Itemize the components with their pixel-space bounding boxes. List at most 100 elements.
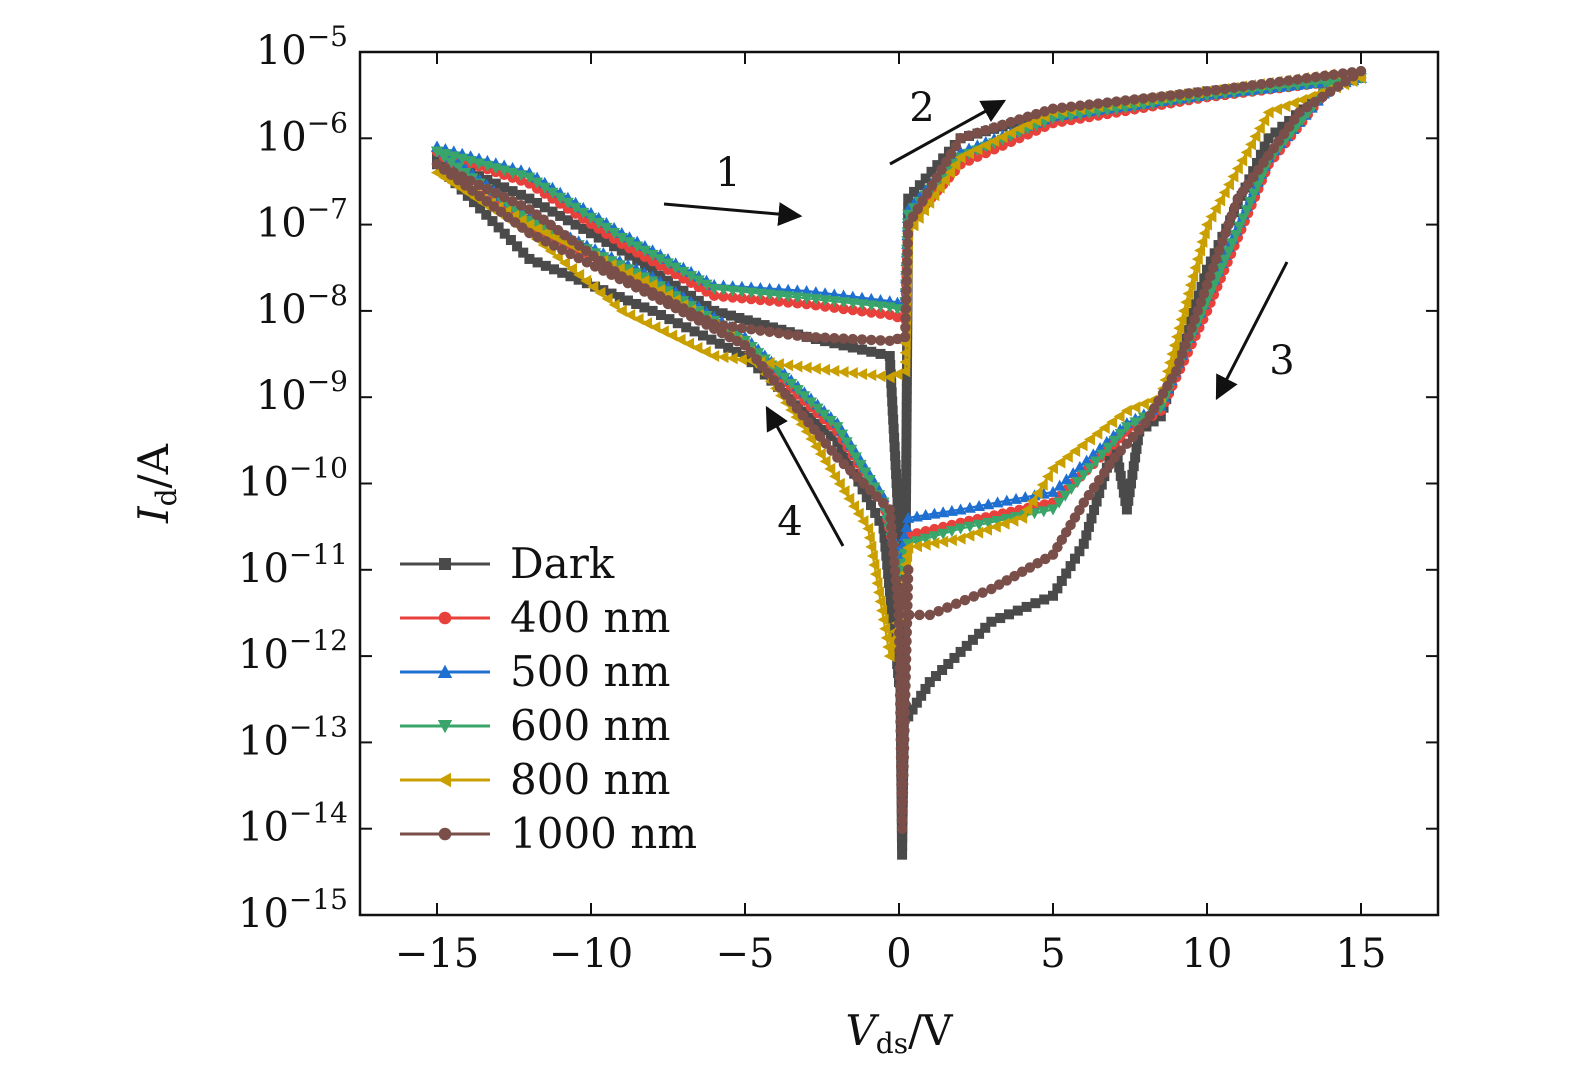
data-point: [814, 447, 826, 460]
data-point: [616, 245, 627, 256]
data-point: [838, 485, 850, 498]
data-point: [926, 180, 938, 191]
data-point: [920, 173, 931, 184]
data-point: [1065, 101, 1077, 112]
data-point: [1183, 331, 1194, 342]
plot-area: [431, 65, 1367, 860]
sweep-step-label: 1: [715, 150, 740, 196]
direction-arrow: [1215, 261, 1289, 401]
y-tick-label: 10−12: [238, 624, 348, 678]
data-point: [989, 520, 1001, 533]
data-point: [1193, 290, 1204, 301]
data-point: [1130, 452, 1141, 463]
data-point: [986, 616, 997, 627]
data-point: [739, 339, 751, 351]
data-point: [837, 297, 850, 309]
data-point: [857, 515, 869, 528]
data-point: [718, 291, 729, 302]
axis-ticks: −15 −10 −5 0 5 10 15 10−5 10−6 10−7 10−8 10−9 10−10 1…: [238, 20, 1438, 977]
data-point: [950, 598, 962, 610]
data-point: [819, 301, 831, 312]
data-point: [832, 452, 843, 463]
data-point: [1132, 435, 1143, 446]
legend-swatch-marker: [438, 827, 452, 841]
data-point: [751, 317, 762, 328]
data-point: [1111, 96, 1122, 107]
data-point: [717, 308, 728, 319]
data-point: [909, 186, 920, 197]
y-axis-label: Id/A: [129, 443, 183, 524]
data-point: [982, 498, 995, 510]
data-point: [1227, 170, 1239, 183]
data-point: [883, 568, 894, 579]
data-point: [1219, 254, 1232, 266]
data-point: [1012, 605, 1023, 616]
data-point: [863, 531, 875, 544]
data-point: [973, 519, 986, 531]
data-point: [708, 290, 720, 301]
data-point: [866, 334, 877, 346]
data-point: [869, 568, 881, 581]
data-point: [561, 197, 574, 209]
data-point: [1115, 470, 1126, 481]
data-point: [1121, 504, 1132, 515]
data-point: [897, 787, 909, 799]
data-point: [1148, 416, 1159, 427]
data-point: [949, 652, 960, 663]
data-point: [1048, 590, 1058, 601]
y-tick-label: 10−14: [238, 797, 348, 851]
data-point: [1255, 149, 1266, 160]
data-point: [912, 211, 924, 224]
data-point: [819, 424, 830, 435]
data-point: [782, 359, 794, 372]
data-point: [901, 609, 913, 620]
data-point: [891, 649, 902, 660]
data-point: [902, 219, 914, 230]
data-point: [847, 333, 859, 345]
data-point: [838, 340, 849, 351]
data-point: [861, 492, 872, 503]
data-point: [829, 470, 841, 483]
data-point: [622, 277, 634, 289]
data-point: [1054, 456, 1066, 469]
data-point: [923, 196, 935, 209]
data-point: [614, 273, 625, 285]
data-point: [859, 467, 872, 479]
data-point: [1271, 103, 1282, 116]
data-point: [945, 148, 957, 160]
data-point: [431, 146, 443, 158]
data-point: [1081, 530, 1092, 541]
data-point: [900, 312, 911, 324]
data-point: [646, 249, 659, 261]
data-point: [980, 147, 992, 159]
data-point: [601, 236, 612, 247]
data-point: [1340, 76, 1351, 87]
data-point: [891, 478, 902, 489]
data-point: [468, 197, 479, 208]
data-point: [1229, 230, 1242, 242]
data-point: [961, 640, 972, 651]
data-point: [1348, 71, 1359, 82]
data-point: [1262, 106, 1274, 119]
data-point: [565, 248, 576, 260]
data-point: [880, 541, 891, 552]
data-point: [669, 262, 682, 274]
data-point: [819, 332, 831, 344]
data-point: [954, 151, 966, 164]
data-point: [899, 725, 910, 736]
data-point: [615, 232, 628, 244]
data-point: [1201, 279, 1213, 291]
data-point: [900, 303, 912, 315]
data-point: [598, 265, 609, 276]
data-point: [912, 203, 924, 215]
data-point: [901, 635, 912, 647]
data-point: [797, 410, 808, 421]
data-point: [685, 271, 698, 283]
legend-label: 600 nm: [510, 701, 670, 750]
data-point: [523, 218, 535, 231]
data-point: [531, 222, 543, 235]
data-point: [881, 550, 892, 561]
data-point: [581, 256, 593, 268]
data-point: [742, 315, 753, 326]
